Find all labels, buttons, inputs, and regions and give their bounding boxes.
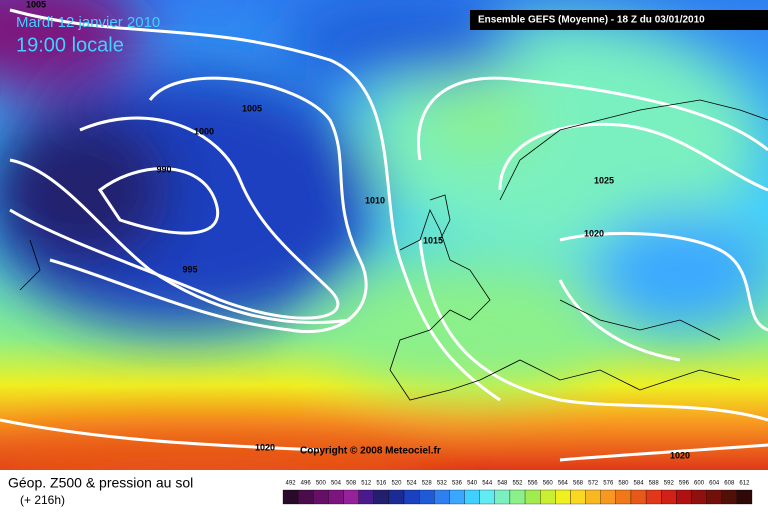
colorbar-swatch: [494, 489, 511, 505]
colorbar-label: 552: [512, 481, 523, 487]
colorbar: 492 496 500 504 508 512 516 520 524 528 532 536 540 5…: [282, 481, 753, 505]
coastlines: [19, 99, 768, 401]
footer-subtitle: (+ 216h): [20, 493, 65, 507]
colorbar-label: 540: [467, 481, 478, 487]
colorbar-label: 524: [407, 481, 418, 487]
colorbar-swatch: [706, 489, 722, 505]
colorbar-label: 608: [724, 481, 735, 487]
colorbar-label: 528: [422, 481, 433, 487]
colorbar-label: 596: [679, 481, 690, 487]
colorbar-label: 508: [346, 481, 357, 487]
colorbar-label: 512: [361, 481, 372, 487]
colorbar-swatch: [555, 489, 571, 505]
isobar-label: 995: [182, 264, 197, 274]
colorbar-swatch: [509, 489, 526, 505]
colorbar-swatch: [449, 489, 465, 505]
colorbar-label: 544: [482, 481, 493, 487]
colorbar-swatch: [358, 489, 374, 505]
colorbar-swatch: [540, 489, 556, 505]
isobar-label: 1010: [365, 195, 385, 205]
colorbar-label: 612: [739, 481, 750, 487]
isobar-label: 1005: [26, 0, 46, 9]
colorbar-label: 604: [709, 481, 720, 487]
colorbar-swatch: [661, 489, 677, 505]
colorbar-label: 580: [618, 481, 629, 487]
colorbar-swatch: [721, 489, 738, 505]
colorbar-label: 548: [497, 481, 508, 487]
date: Mardi 12 janvier 2010: [16, 14, 160, 31]
colorbar-label: 592: [664, 481, 675, 487]
colorbar-label: 500: [316, 481, 327, 487]
colorbar-swatch: [524, 489, 541, 505]
colorbar-label: 564: [558, 481, 569, 487]
colorbar-swatch: [645, 489, 662, 505]
model-banner: [470, 10, 768, 30]
colorbar-label: 504: [331, 481, 342, 487]
isobar-label: 1020: [584, 228, 604, 238]
colorbar-swatch: [676, 489, 692, 505]
copyright: Copyright © 2008 Meteociel.fr: [300, 446, 441, 457]
isobar-label: 1015: [423, 235, 443, 245]
colorbar-swatch: [600, 489, 616, 505]
colorbar-label: 588: [649, 481, 660, 487]
colorbar-swatch: [403, 489, 420, 505]
colorbar-swatch: [297, 489, 314, 505]
colorbar-swatch: [736, 489, 753, 505]
colorbar-label: 568: [573, 481, 584, 487]
time: 19:00 locale: [16, 34, 124, 56]
colorbar-swatch: [388, 489, 405, 505]
colorbar-label: 556: [528, 481, 539, 487]
colorbar-swatch: [282, 489, 299, 505]
colorbar-swatch: [615, 489, 632, 505]
isobar-label: 990: [156, 164, 171, 174]
colorbar-label: 520: [391, 481, 402, 487]
colorbar-swatch: [464, 489, 480, 505]
colorbar-swatch: [570, 489, 586, 505]
isobar-label: 1025: [594, 175, 614, 185]
colorbar-label: 560: [543, 481, 554, 487]
colorbar-swatch: [313, 489, 329, 505]
colorbar-swatch: [373, 489, 390, 505]
isobar-label: 1005: [242, 103, 262, 113]
isobar-label: 1020: [670, 450, 690, 460]
colorbar-label: 536: [452, 481, 463, 487]
colorbar-label: 600: [694, 481, 705, 487]
colorbar-swatch: [630, 489, 647, 505]
colorbar-swatch: [343, 489, 359, 505]
isobar-label: 1000: [194, 126, 214, 136]
colorbar-label: 584: [634, 481, 645, 487]
colorbar-label: 576: [603, 481, 614, 487]
model-info: Ensemble GEFS (Moyenne) - 18 Z du 03/01/…: [478, 15, 705, 26]
colorbar-label: 572: [588, 481, 599, 487]
colorbar-label: 516: [376, 481, 387, 487]
colorbar-swatch: [328, 489, 344, 505]
colorbar-swatch: [434, 489, 450, 505]
isobar-labels: 1005 1005 1000 990 995 1010 1015 1025 1020 1020 10…: [26, 0, 690, 460]
colorbar-label: 532: [437, 481, 448, 487]
colorbar-swatch: [419, 489, 435, 505]
colorbar-swatch: [479, 489, 495, 505]
isobars: [0, 8, 768, 462]
isobar-label: 1020: [255, 442, 275, 452]
footer-title: Géop. Z500 & pression au sol: [8, 475, 193, 491]
colorbar-label: 492: [286, 481, 297, 487]
colorbar-label: 496: [301, 481, 312, 487]
colorbar-swatch: [585, 489, 601, 505]
colorbar-swatch: [691, 489, 707, 505]
field: [0, 0, 768, 505]
